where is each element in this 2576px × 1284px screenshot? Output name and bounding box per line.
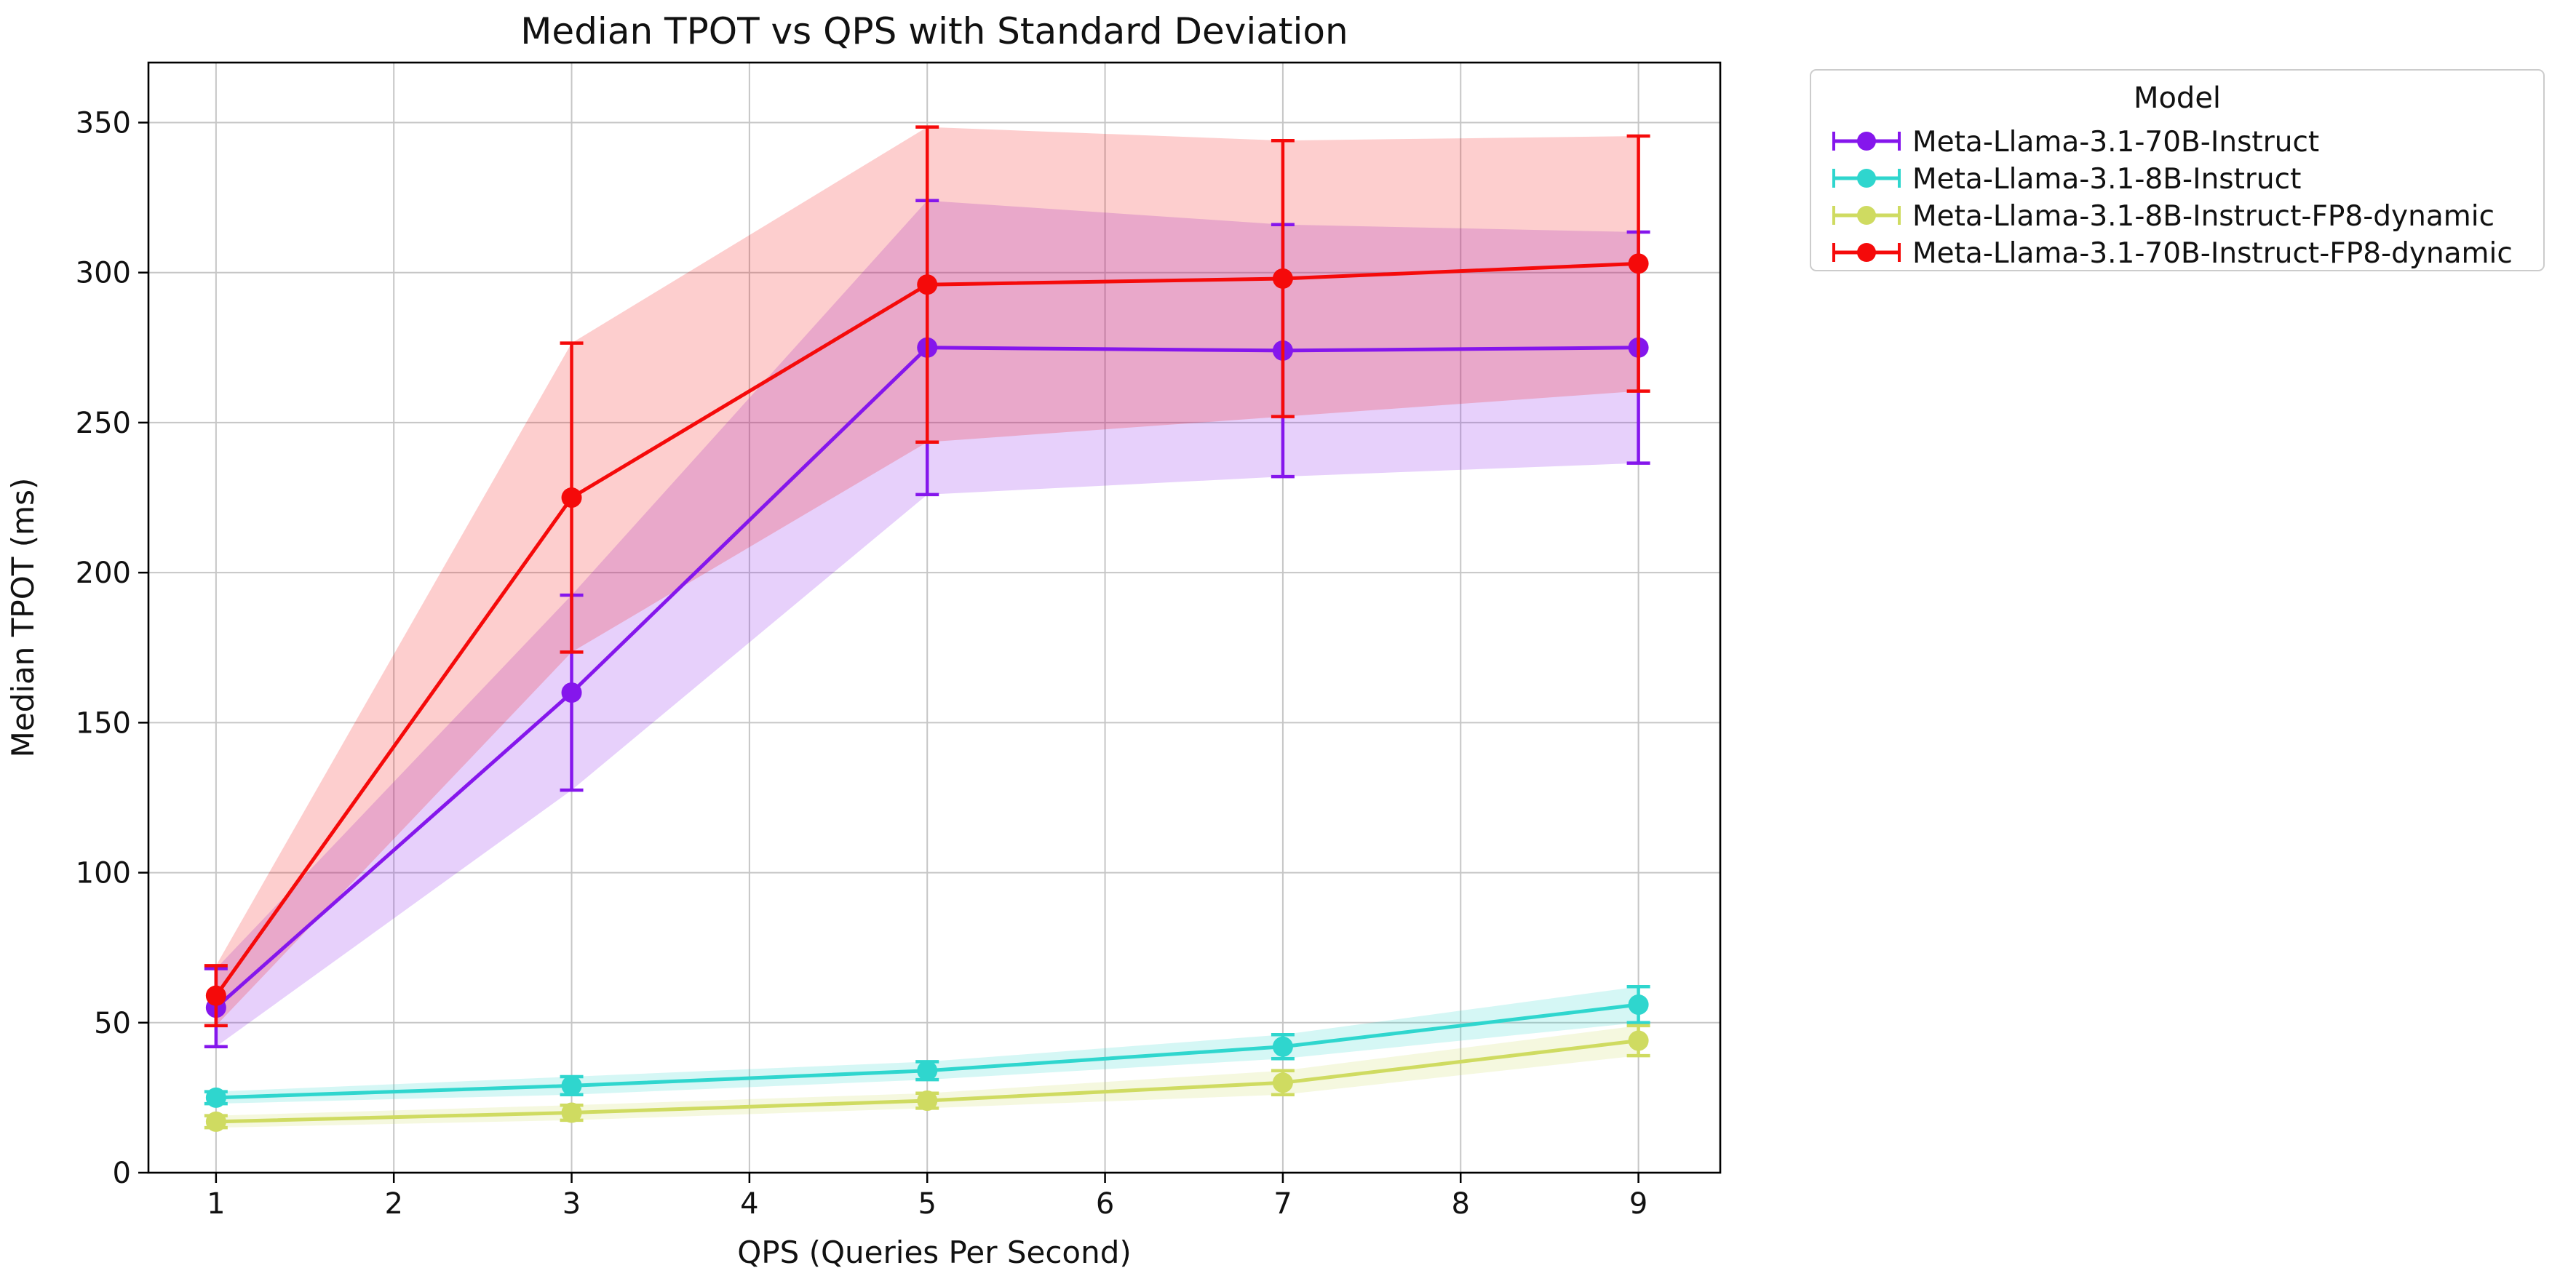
x-axis-label: QPS (Queries Per Second) bbox=[737, 1235, 1132, 1270]
data-point-marker bbox=[917, 1060, 938, 1081]
legend-box bbox=[1810, 69, 2545, 271]
legend-marker-dot bbox=[1857, 132, 1876, 151]
y-tick-label: 300 bbox=[76, 257, 131, 290]
legend-marker-dot bbox=[1857, 206, 1876, 225]
x-tick-label: 1 bbox=[207, 1187, 225, 1221]
gridlines bbox=[148, 63, 1720, 1173]
y-tick-label: 350 bbox=[76, 106, 131, 140]
x-tick-label: 4 bbox=[740, 1187, 758, 1221]
y-axis-label: Median TPOT (ms) bbox=[5, 478, 41, 758]
data-point-marker bbox=[917, 1090, 938, 1112]
legend-label: Meta-Llama-3.1-8B-Instruct bbox=[1912, 163, 2301, 196]
x-tick-label: 2 bbox=[384, 1187, 402, 1221]
axes-frame bbox=[138, 61, 1722, 1183]
series bbox=[204, 985, 1650, 1108]
legend: Model Meta-Llama-3.1-70B-Instruct Meta-Lla… bbox=[1810, 69, 2545, 271]
data-point-marker bbox=[561, 1102, 582, 1123]
series bbox=[204, 125, 1650, 1028]
series bbox=[204, 1024, 1650, 1132]
x-tick-label: 5 bbox=[918, 1187, 936, 1221]
legend-title: Model bbox=[2134, 81, 2221, 115]
data-point-marker bbox=[1272, 1072, 1293, 1093]
x-tick-label: 7 bbox=[1273, 1187, 1292, 1221]
y-tick-label: 250 bbox=[76, 407, 131, 440]
data-point-marker bbox=[1628, 1030, 1649, 1051]
data-point-marker bbox=[205, 985, 226, 1006]
legend-item: Meta-Llama-3.1-8B-Instruct-FP8-dynamic bbox=[1832, 200, 2494, 233]
tick-labels: 1 2 3 4 5 6 7 8 9 0 50 100 150 200 250 300 350 bbox=[76, 106, 1648, 1221]
plot-border bbox=[147, 61, 1722, 1174]
x-tick-label: 8 bbox=[1452, 1187, 1470, 1221]
legend-marker-dot bbox=[1857, 243, 1876, 262]
series-layer bbox=[204, 125, 1650, 1132]
legend-label: Meta-Llama-3.1-70B-Instruct bbox=[1912, 126, 2319, 159]
x-tick-label: 6 bbox=[1096, 1187, 1114, 1221]
y-tick-label: 100 bbox=[76, 857, 131, 890]
data-point-marker bbox=[1628, 994, 1649, 1016]
data-point-marker bbox=[1272, 268, 1293, 289]
legend-item: Meta-Llama-3.1-70B-Instruct bbox=[1832, 126, 2319, 159]
data-point-marker bbox=[561, 682, 582, 703]
data-point-marker bbox=[561, 487, 582, 509]
legend-label: Meta-Llama-3.1-8B-Instruct-FP8-dynamic bbox=[1912, 200, 2494, 233]
chart-title: Median TPOT vs QPS with Standard Deviati… bbox=[520, 10, 1348, 52]
legend-item: Meta-Llama-3.1-8B-Instruct bbox=[1832, 163, 2301, 196]
data-point-marker bbox=[205, 1111, 226, 1132]
y-tick-label: 150 bbox=[76, 706, 131, 740]
data-point-marker bbox=[917, 274, 938, 295]
data-point-marker bbox=[1628, 253, 1649, 274]
legend-marker-dot bbox=[1857, 169, 1876, 188]
data-point-marker bbox=[1272, 1036, 1293, 1057]
y-tick-label: 200 bbox=[76, 557, 131, 590]
x-tick-label: 3 bbox=[562, 1187, 581, 1221]
y-tick-label: 0 bbox=[113, 1157, 131, 1190]
legend-label: Meta-Llama-3.1-70B-Instruct-FP8-dynamic bbox=[1912, 237, 2513, 270]
x-tick-label: 9 bbox=[1629, 1187, 1647, 1221]
legend-item: Meta-Llama-3.1-70B-Instruct-FP8-dynamic bbox=[1832, 237, 2513, 270]
data-point-marker bbox=[205, 1087, 226, 1108]
data-point-marker bbox=[561, 1075, 582, 1096]
y-tick-label: 50 bbox=[94, 1007, 131, 1040]
